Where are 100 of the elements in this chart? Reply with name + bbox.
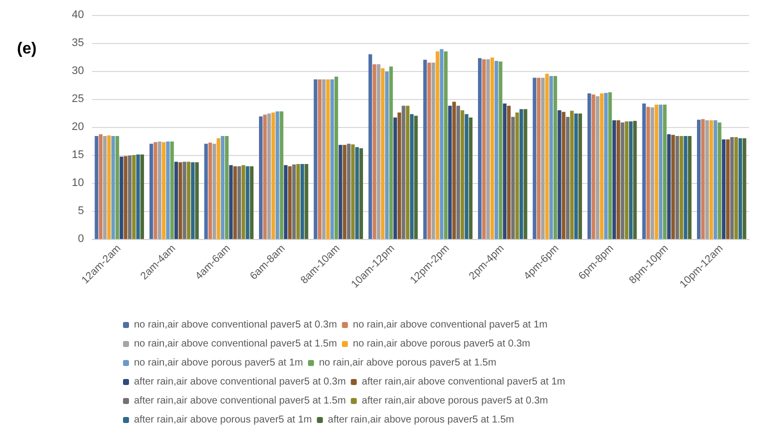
bar xyxy=(191,162,195,239)
bar xyxy=(498,61,502,239)
bar xyxy=(486,59,490,239)
bar xyxy=(423,60,427,239)
legend-label: after rain,air above conventional paver5 at 1.5m xyxy=(134,396,346,406)
bar xyxy=(212,144,216,239)
bar xyxy=(342,144,346,239)
bar xyxy=(246,166,250,239)
bar xyxy=(507,106,511,239)
bar xyxy=(545,74,549,239)
bar xyxy=(650,107,654,239)
bar xyxy=(263,114,267,239)
bar xyxy=(464,114,468,239)
y-tick-label: 15 xyxy=(72,149,84,161)
bar xyxy=(304,164,308,239)
y-tick-label: 5 xyxy=(78,205,84,217)
bar xyxy=(738,138,742,239)
bar xyxy=(629,121,633,239)
bar xyxy=(549,76,553,239)
bar xyxy=(124,156,128,239)
bar xyxy=(696,120,701,239)
bar xyxy=(688,136,692,239)
bar xyxy=(705,120,709,239)
legend-label: no rain,air above porous paver5 at 1m xyxy=(134,358,303,368)
bar xyxy=(237,166,242,239)
bar xyxy=(170,142,174,239)
bar xyxy=(385,72,389,239)
bar xyxy=(334,76,338,239)
bar xyxy=(524,109,528,239)
bar xyxy=(224,136,229,239)
bar xyxy=(94,136,98,239)
bar xyxy=(288,166,292,239)
bar xyxy=(120,156,124,239)
bar xyxy=(115,136,120,239)
bar xyxy=(541,78,545,239)
bar xyxy=(646,106,650,239)
bar xyxy=(600,93,604,239)
bar xyxy=(410,114,414,239)
bar xyxy=(158,142,162,239)
bar xyxy=(701,119,705,239)
bar xyxy=(318,79,322,239)
bar xyxy=(448,106,452,239)
bar xyxy=(103,136,107,239)
bar xyxy=(482,59,486,239)
bar xyxy=(338,144,342,239)
bar xyxy=(166,142,170,239)
bar xyxy=(132,155,136,239)
bar xyxy=(570,110,574,239)
bar xyxy=(250,166,254,239)
y-tick-label: 20 xyxy=(72,121,84,133)
bar xyxy=(742,138,746,239)
bar xyxy=(478,58,482,239)
y-tick-label: 35 xyxy=(72,37,84,49)
bar xyxy=(562,112,566,239)
bar xyxy=(596,96,600,239)
bar xyxy=(162,142,166,239)
legend-label: after rain,air above conventional paver5 at 1m xyxy=(362,376,566,388)
bar xyxy=(436,51,440,239)
bar xyxy=(128,156,132,239)
bar xyxy=(208,142,212,239)
bar xyxy=(494,60,498,239)
bar xyxy=(680,136,684,239)
bar xyxy=(220,136,224,239)
bar xyxy=(398,112,402,239)
y-tick-label: 40 xyxy=(72,9,84,21)
bar xyxy=(566,116,570,239)
bar xyxy=(136,154,140,239)
legend-label: after rain,air above porous paver5 at 0.3m xyxy=(362,396,548,406)
legend-label: no rain,air above porous paver5 at 0.3m xyxy=(352,338,530,350)
legend-label: after rain,air above conventional paver5 at 0.3m xyxy=(134,376,346,388)
bar xyxy=(642,103,646,239)
legend-label: no rain,air above conventional paver5 at 1m xyxy=(352,320,548,330)
bar xyxy=(154,142,158,239)
bar xyxy=(389,66,393,239)
bar xyxy=(204,144,208,239)
bar xyxy=(406,106,410,239)
bar xyxy=(300,164,304,239)
bar xyxy=(620,122,624,239)
bar xyxy=(608,92,612,239)
bar xyxy=(107,135,111,239)
bar xyxy=(432,62,436,239)
bar xyxy=(280,111,284,239)
bar xyxy=(722,139,726,239)
bar xyxy=(502,103,507,239)
bar xyxy=(515,112,519,239)
bar xyxy=(314,79,318,239)
bar xyxy=(195,162,199,239)
bar xyxy=(633,120,637,239)
bar xyxy=(292,164,296,239)
bar xyxy=(229,165,233,239)
y-tick-label: 30 xyxy=(72,65,84,77)
bar xyxy=(714,120,718,239)
bar xyxy=(654,104,658,239)
legend-label: no rain,air above porous paver5 at 1.5m xyxy=(318,358,496,368)
bar xyxy=(346,144,351,239)
bar xyxy=(684,136,688,239)
bar xyxy=(592,94,596,239)
bar xyxy=(460,110,464,239)
bar xyxy=(174,162,178,239)
bar xyxy=(276,111,280,239)
